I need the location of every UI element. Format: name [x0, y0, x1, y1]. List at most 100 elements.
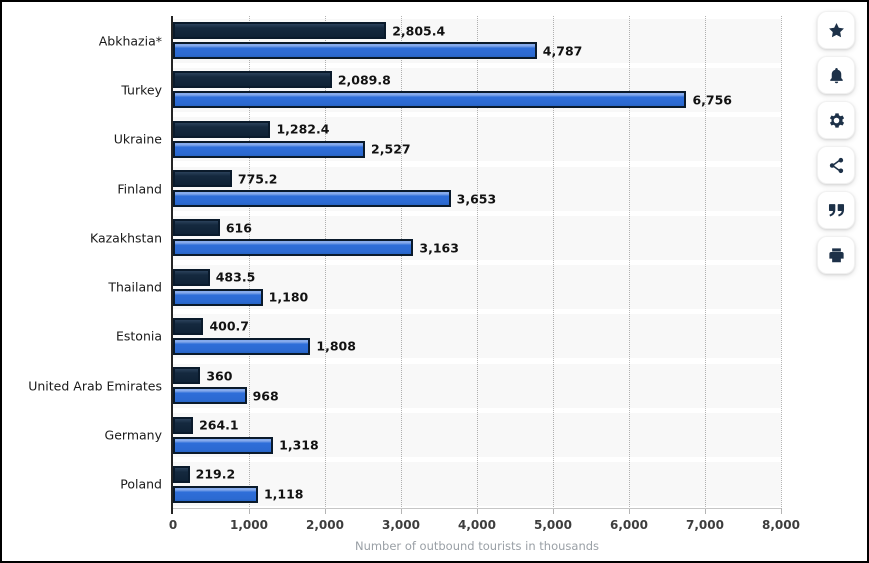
chart-row: Ukraine 1,282.4 2,527: [114, 115, 781, 164]
category-label: Finland: [117, 181, 162, 197]
gridline: [401, 16, 402, 509]
x-tick-label: 4,000: [458, 518, 496, 532]
gridline: [249, 16, 250, 509]
axis-tick-mark: [553, 509, 554, 514]
bar-value-label: 3,653: [456, 191, 497, 207]
bar-value-label: 1,808: [316, 338, 356, 354]
bar-value-label: 264.1: [199, 417, 239, 433]
row-band: 400.7 1,808: [173, 314, 781, 358]
bar-value-label: 1,282.4: [276, 121, 330, 137]
settings-button[interactable]: [817, 101, 855, 139]
gridline: [629, 16, 630, 509]
bar-value-label: 2,527: [371, 141, 411, 157]
x-axis-baseline: [171, 508, 781, 509]
category-label: Kazakhstan: [89, 230, 162, 246]
row-band: 219.2 1,118: [173, 462, 781, 506]
star-icon: [827, 21, 846, 40]
row-band: 2,805.4 4,787: [173, 19, 781, 63]
bar-blue-series: 1,318: [173, 436, 319, 454]
chart-row: Poland 219.2 1,118: [120, 460, 781, 509]
bar-value-label: 6,756: [692, 92, 732, 108]
bar-dark-series: 400.7: [173, 317, 249, 335]
bar-value-label: 2,089.8: [337, 72, 391, 88]
category-label: Germany: [104, 427, 162, 443]
row-band: 1,282.4 2,527: [173, 117, 781, 161]
row-band: 360 968: [173, 364, 781, 408]
bar-value-label: 4,787: [542, 43, 583, 59]
x-tick-label: 6,000: [610, 518, 648, 532]
axis-tick-mark: [629, 509, 630, 514]
axis-tick-mark: [401, 509, 402, 514]
bar-dark-series: 2,089.8: [173, 71, 391, 89]
gridlines: [173, 16, 782, 509]
chart-row: Germany 264.1 1,318: [105, 410, 781, 459]
notifications-button[interactable]: [817, 56, 855, 94]
row-band: 483.5 1,180: [173, 265, 781, 309]
category-label: Estonia: [115, 328, 162, 344]
axis-tick-mark: [781, 509, 782, 514]
gridline: [553, 16, 554, 509]
bar-dark-series: 483.5: [173, 268, 255, 286]
bar-value-label: 3,163: [419, 240, 459, 256]
category-label: Ukraine: [113, 131, 162, 147]
bar-dark-series: 616: [173, 219, 252, 237]
x-tick-label: 2,000: [306, 518, 344, 532]
axis-tick-mark: [705, 509, 706, 514]
gridline: [325, 16, 326, 509]
bar-value-label: 1,118: [263, 486, 304, 502]
category-label: Abkhazia*: [98, 33, 162, 49]
bar-value-label: 2,805.4: [392, 23, 446, 39]
chart-row: United Arab Emirates 360 968: [28, 361, 781, 410]
gridline: [781, 16, 782, 509]
bar-blue-series: 968: [173, 387, 279, 405]
bar-value-label: 400.7: [209, 318, 249, 334]
x-axis-title: Number of outbound tourists in thousands: [354, 539, 600, 553]
printer-icon: [827, 246, 846, 265]
cite-button[interactable]: [817, 191, 855, 229]
x-tick-label: 3,000: [382, 518, 420, 532]
category-label: Poland: [120, 476, 162, 492]
axis-tick-mark: [249, 509, 250, 514]
bar-blue-series: 6,756: [173, 91, 732, 109]
chart-row: Kazakhstan 616 3,163: [90, 213, 781, 262]
bar-blue-series: 4,787: [173, 42, 582, 60]
bar-value-label: 775.2: [237, 171, 278, 187]
bar-blue-series: 1,808: [173, 337, 356, 355]
chart-row: Abkhazia* 2,805.4 4,787: [99, 16, 781, 65]
bar-dark-series: 2,805.4: [173, 22, 445, 40]
bar-value-label: 1,318: [279, 437, 319, 453]
print-button[interactable]: [817, 236, 855, 274]
x-tick-label: 8,000: [762, 518, 800, 532]
bar-dark-series: 264.1: [173, 416, 239, 434]
share-button[interactable]: [817, 146, 855, 184]
row-band: 2,089.8 6,756: [173, 68, 781, 112]
chart-row: Thailand 483.5 1,180: [108, 262, 781, 311]
chart-row: Estonia 400.7 1,808: [116, 312, 781, 361]
bar-dark-series: 219.2: [173, 465, 235, 483]
bar-value-label: 483.5: [215, 269, 256, 285]
gridline: [705, 16, 706, 509]
category-label: Turkey: [121, 82, 162, 98]
bar-value-label: 968: [252, 388, 279, 404]
chart-row: Finland 775.2 3,653: [117, 164, 781, 213]
x-tick-label: 1,000: [230, 518, 268, 532]
axis-tick-mark: [325, 509, 326, 514]
row-band: 264.1 1,318: [173, 413, 781, 457]
bar-blue-series: 3,163: [173, 239, 459, 257]
favorite-button[interactable]: [817, 11, 855, 49]
share-icon: [827, 156, 846, 175]
bar-value-label: 219.2: [195, 466, 236, 482]
bar-dark-series: 1,282.4: [173, 120, 329, 138]
bar-blue-series: 1,118: [173, 485, 304, 503]
bar-dark-series: 360: [173, 367, 232, 385]
row-band: 616 3,163: [173, 216, 781, 260]
chart-action-toolbar: [817, 11, 855, 274]
x-tick-label: 5,000: [534, 518, 572, 532]
bell-icon: [827, 66, 846, 85]
gear-icon: [827, 111, 846, 130]
gridline: [477, 16, 478, 509]
bar-value-label: 1,180: [268, 289, 309, 305]
category-label: Thailand: [108, 279, 162, 295]
chart-row: Turkey 2,089.8 6,756: [121, 65, 781, 114]
